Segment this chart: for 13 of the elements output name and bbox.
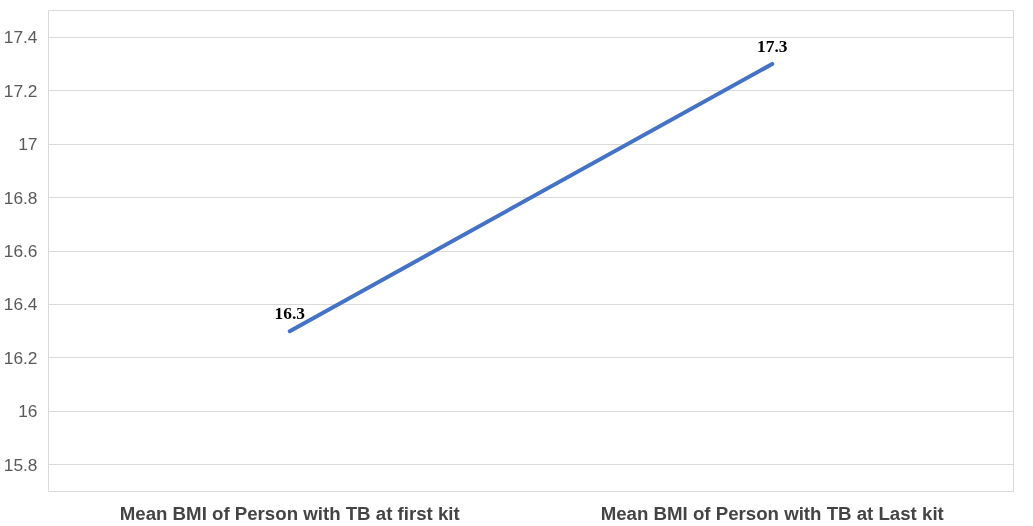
y-tick-label: 17.4 <box>3 27 38 48</box>
y-tick-label: 17 <box>18 134 38 155</box>
y-tick-label: 16.2 <box>3 347 38 368</box>
y-tick-label: 15.8 <box>3 454 38 475</box>
y-tick-label: 16 <box>18 401 38 422</box>
y-tick-label: 16.8 <box>3 187 38 208</box>
x-tick-label: Mean BMI of Person with TB at first kit <box>119 502 460 524</box>
data-label: 17.3 <box>757 36 788 56</box>
y-tick-label: 16.6 <box>3 241 38 261</box>
y-tick-label: 16.4 <box>3 294 38 315</box>
x-tick-label: Mean BMI of Person with TB at Last kit <box>600 502 944 524</box>
data-label: 16.3 <box>274 304 306 324</box>
y-tick-label: 17.2 <box>3 80 38 101</box>
